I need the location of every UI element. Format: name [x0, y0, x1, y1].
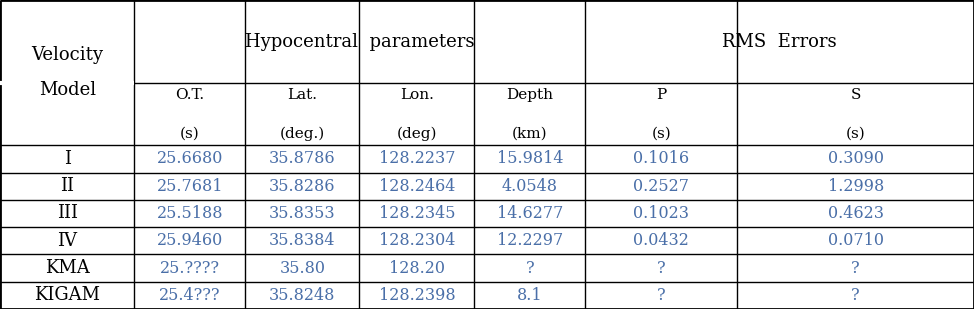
- Text: S

(s): S (s): [845, 88, 866, 141]
- Text: ?: ?: [657, 260, 665, 277]
- Text: 35.8248: 35.8248: [269, 287, 336, 304]
- Text: 15.9814: 15.9814: [497, 150, 563, 167]
- Text: 128.2345: 128.2345: [379, 205, 455, 222]
- Text: Hypocentral  parameters: Hypocentral parameters: [245, 33, 474, 51]
- Text: 35.8786: 35.8786: [269, 150, 336, 167]
- Text: 35.8286: 35.8286: [269, 178, 336, 195]
- Text: KIGAM: KIGAM: [34, 286, 100, 304]
- Text: 25.5188: 25.5188: [157, 205, 223, 222]
- Text: 128.2304: 128.2304: [379, 232, 455, 249]
- Text: ?: ?: [851, 260, 860, 277]
- Text: I: I: [63, 150, 71, 168]
- Text: Depth

(km): Depth (km): [506, 88, 553, 141]
- Text: 12.2297: 12.2297: [497, 232, 563, 249]
- Text: 0.4623: 0.4623: [828, 205, 883, 222]
- Text: 35.8384: 35.8384: [269, 232, 336, 249]
- Text: 128.2464: 128.2464: [379, 178, 455, 195]
- Text: 0.3090: 0.3090: [828, 150, 883, 167]
- Text: III: III: [56, 205, 78, 222]
- Text: 0.1016: 0.1016: [633, 150, 690, 167]
- Text: 4.0548: 4.0548: [502, 178, 558, 195]
- Text: ?: ?: [851, 287, 860, 304]
- Text: 128.2398: 128.2398: [379, 287, 455, 304]
- Text: 8.1: 8.1: [517, 287, 543, 304]
- Text: 128.2237: 128.2237: [379, 150, 455, 167]
- Text: ?: ?: [657, 287, 665, 304]
- Text: 0.1023: 0.1023: [633, 205, 690, 222]
- Text: P

(s): P (s): [652, 88, 671, 141]
- Text: 128.20: 128.20: [389, 260, 445, 277]
- Text: 14.6277: 14.6277: [497, 205, 563, 222]
- Text: KMA: KMA: [45, 259, 90, 277]
- Text: 25.????: 25.????: [160, 260, 220, 277]
- Text: Velocity
Model: Velocity Model: [31, 46, 103, 99]
- Text: RMS  Errors: RMS Errors: [723, 33, 837, 51]
- Text: ?: ?: [526, 260, 534, 277]
- Text: 0.2527: 0.2527: [633, 178, 690, 195]
- Text: 0.0432: 0.0432: [633, 232, 690, 249]
- Text: II: II: [60, 177, 74, 195]
- Text: IV: IV: [57, 232, 77, 250]
- Text: 25.6680: 25.6680: [157, 150, 223, 167]
- Text: O.T.

(s): O.T. (s): [175, 88, 205, 141]
- Text: 0.0710: 0.0710: [828, 232, 883, 249]
- Text: Lat.

(deg.): Lat. (deg.): [280, 87, 325, 141]
- Text: 25.7681: 25.7681: [157, 178, 223, 195]
- Text: 25.9460: 25.9460: [157, 232, 223, 249]
- Text: Lon.

(deg): Lon. (deg): [396, 87, 437, 141]
- Text: 35.8353: 35.8353: [269, 205, 336, 222]
- Text: 25.4???: 25.4???: [159, 287, 221, 304]
- Text: 1.2998: 1.2998: [828, 178, 883, 195]
- Text: 35.80: 35.80: [280, 260, 325, 277]
